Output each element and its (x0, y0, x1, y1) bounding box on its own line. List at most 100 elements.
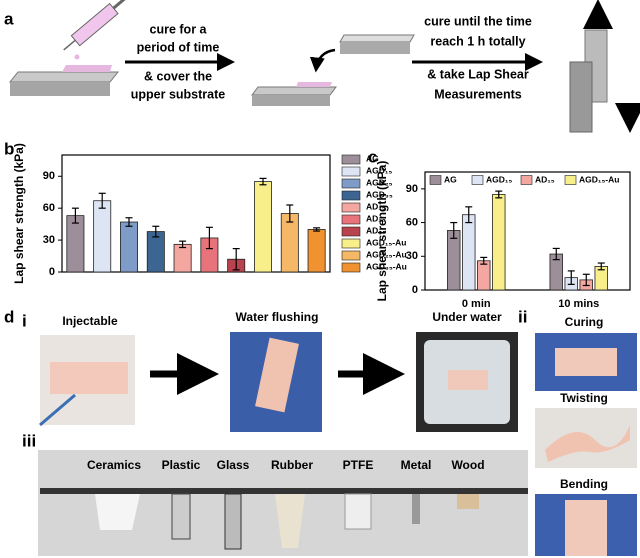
sample (171, 493, 191, 540)
y-tick-label: 90 (406, 183, 418, 195)
material-label: Metal (401, 458, 432, 472)
legend-swatch (341, 262, 361, 273)
caption: upper substrate (131, 87, 226, 101)
legend-swatch (341, 250, 361, 261)
hydrogel (565, 500, 607, 556)
bar (447, 230, 461, 291)
sample (275, 494, 305, 548)
hydrogel (50, 362, 128, 394)
drop (74, 54, 80, 60)
legend-swatch (564, 175, 577, 185)
syringe (63, 0, 130, 51)
material-label: PTFE (343, 458, 374, 472)
legend-swatch (341, 202, 361, 213)
needle (39, 393, 76, 427)
bar (173, 243, 192, 273)
photo-label: Under water (432, 310, 502, 324)
hydrogel-strip (40, 488, 528, 494)
sub-letter: i (22, 311, 27, 330)
legend-swatch (341, 214, 361, 225)
legend-label: AD₁₅ (366, 201, 386, 211)
sample (457, 494, 479, 509)
plot-frame (61, 154, 331, 273)
caption: & take Lap Shear (427, 67, 529, 81)
y-tick-label: 90 (43, 170, 55, 182)
panel-a: a cure for a period of time & cover the … (4, 0, 640, 133)
substrate (8, 71, 120, 83)
bar (146, 231, 165, 273)
photo-label: Injectable (62, 314, 118, 328)
material-label: Glass (217, 458, 250, 472)
sub-letter: iii (22, 431, 36, 450)
y-tick-label: 60 (43, 202, 55, 214)
substrate-side (252, 95, 330, 106)
photo-label: Twisting (560, 391, 608, 405)
material-label: Ceramics (87, 458, 141, 472)
y-axis-label: Lap shear strength (kPa) (375, 161, 389, 302)
charts: Lap shear strength (kPa) 0 30 60 90 AG AGD₁₅ AG… (12, 143, 631, 310)
bar (307, 229, 326, 273)
legend-swatch (341, 226, 361, 237)
legend-swatch (341, 238, 361, 249)
sample (412, 494, 420, 524)
legend-label: AD₃₅ (366, 225, 386, 235)
substrate (251, 86, 337, 96)
material-label: Plastic (162, 458, 201, 472)
legend-swatch (341, 178, 361, 189)
sample (224, 493, 242, 550)
y-tick-label: 0 (49, 266, 55, 278)
hydrogel (555, 348, 617, 376)
substrate-side (10, 82, 110, 96)
legend-swatch (341, 154, 361, 165)
bar (492, 194, 506, 291)
legend-swatch (520, 175, 533, 185)
caption: cure for a (150, 22, 208, 36)
material-label: Wood (451, 458, 484, 472)
legend-swatch (341, 190, 361, 201)
photo-label: Curing (565, 315, 604, 329)
adhesive (296, 82, 332, 87)
y-axis-label: Lap shear strength (kPa) (12, 143, 26, 284)
arrow (309, 48, 336, 73)
panel-letter: a (4, 9, 14, 28)
legend-label: AGD₁₅-Au (579, 174, 619, 184)
sub-letter: ii (518, 307, 527, 326)
adhesive (62, 65, 112, 72)
x-tick-label: 0 min (462, 298, 491, 310)
hydrogel (255, 337, 299, 413)
plot-frame (424, 171, 631, 291)
caption: cure until the time (424, 14, 532, 28)
hydrogel (448, 370, 488, 390)
substrate-side (340, 42, 410, 54)
substrate (569, 61, 593, 133)
y-tick-label: 60 (406, 216, 418, 228)
y-tick-label: 0 (412, 284, 418, 296)
legend-label: AD₂₅ (366, 213, 386, 223)
bar (254, 181, 272, 273)
bar (120, 221, 138, 273)
legend-swatch (429, 175, 442, 185)
panel-letter: b (4, 139, 14, 158)
bar (66, 215, 85, 273)
caption: reach 1 h totally (430, 34, 525, 48)
hydrogel (545, 425, 630, 462)
sample (344, 493, 372, 530)
photo-label: Water flushing (236, 310, 319, 324)
y-tick-label: 30 (43, 234, 55, 246)
caption: period of time (137, 40, 220, 54)
legend-label: AGD₁₅ (486, 174, 512, 184)
legend-swatch (471, 175, 484, 185)
sample (95, 494, 140, 530)
legend-swatch (341, 166, 361, 177)
bar (477, 260, 491, 291)
panel-d: d i Injectable Water flushing Under wate… (4, 307, 637, 556)
legend-label: AG (444, 174, 457, 184)
y-tick-label: 30 (406, 250, 418, 262)
legend-label: AGD₃₅-Au (366, 261, 407, 271)
caption: Measurements (434, 87, 522, 101)
substrate (339, 34, 415, 43)
panel-letter: c (368, 147, 377, 166)
x-tick-label: 10 mins (558, 298, 599, 310)
photo-label: Bending (560, 477, 608, 491)
